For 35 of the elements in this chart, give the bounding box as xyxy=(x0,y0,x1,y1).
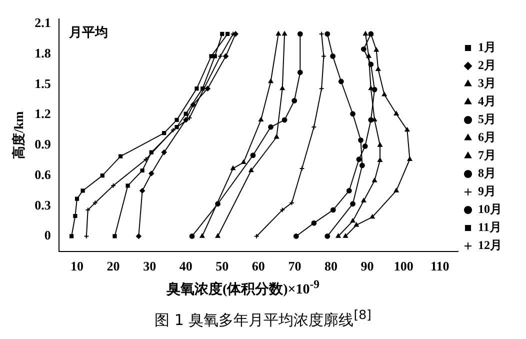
text: 图 1 臭氧多年月平均浓度廓线$^{[8]}$ xyxy=(154,306,372,330)
legend-label: 8月 xyxy=(478,166,496,180)
legend-label: 4月 xyxy=(478,94,496,108)
y-axis-title: 高度/km xyxy=(11,111,26,159)
y-tick-label: 1.2 xyxy=(34,106,51,122)
legend-label: 3月 xyxy=(478,76,496,90)
x-tick-label: 60 xyxy=(252,258,265,274)
legend-label: 6月 xyxy=(478,130,496,144)
y-tick-label: 2.1 xyxy=(34,15,51,30)
y-tick-label: 1.8 xyxy=(34,46,52,61)
x-tick-label: 90 xyxy=(360,258,374,274)
x-tick-label: 100 xyxy=(394,258,414,274)
x-axis-title: 臭氧浓度(体积分数)×10$^{-9}$ xyxy=(165,278,321,299)
x-tick-label: 20 xyxy=(106,258,120,274)
legend-label: 11月 xyxy=(478,220,502,234)
annotation: 月平均 xyxy=(68,24,108,40)
legend-label: 10月 xyxy=(478,202,502,216)
y-tick-label: 1.5 xyxy=(34,76,52,91)
x-tick-label: 30 xyxy=(143,258,156,274)
legend-label: 9月 xyxy=(478,184,496,198)
legend-label: 1月 xyxy=(478,40,496,54)
x-tick-label: 80 xyxy=(324,258,338,274)
y-tick-label: 0.3 xyxy=(34,197,52,212)
x-tick-label: 70 xyxy=(288,258,302,274)
y-tick-label: 0.9 xyxy=(34,136,52,152)
x-tick-label: 50 xyxy=(216,258,229,274)
legend-label: 5月 xyxy=(478,112,496,126)
x-tick-label: 10 xyxy=(70,258,84,274)
legend-label: 12月 xyxy=(478,238,502,252)
y-tick-label: 0.6 xyxy=(34,166,52,182)
legend-label: 7月 xyxy=(478,148,496,162)
y-tick-label: 0 xyxy=(44,228,51,243)
legend-label: 2月 xyxy=(478,58,496,72)
x-tick-label: 110 xyxy=(430,258,450,274)
x-tick-label: 40 xyxy=(179,258,192,274)
